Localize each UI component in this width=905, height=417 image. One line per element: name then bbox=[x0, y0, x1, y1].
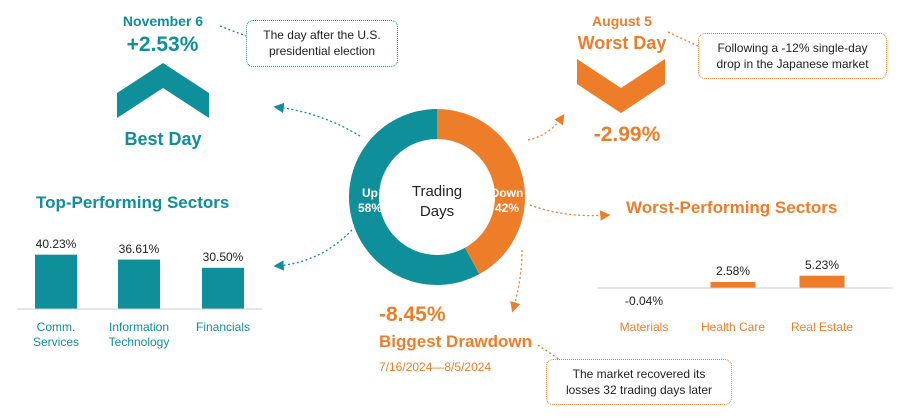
best-day-label: Best Day bbox=[124, 129, 202, 149]
drawdown-label: Biggest Drawdown bbox=[379, 332, 533, 351]
best-day-note-line1: The day after the U.S. bbox=[263, 28, 381, 42]
donut-center-label: Trading Days bbox=[392, 182, 482, 222]
bar-value-label: 2.58% bbox=[715, 263, 751, 278]
worst-sectors-title: Worst-Performing Sectors bbox=[626, 198, 838, 217]
worst-day-callout-pointer bbox=[667, 31, 699, 47]
donut-slice-down bbox=[437, 109, 526, 275]
bar-category-label: Health Care bbox=[700, 320, 766, 334]
best-day-date: November 6 bbox=[122, 13, 204, 29]
bar-value-label: 30.50% bbox=[202, 249, 244, 264]
bar-value-label: 36.61% bbox=[118, 241, 160, 256]
donut-down-label: Down 42% bbox=[484, 186, 530, 216]
drawdown-note-line2: losses 32 trading days later bbox=[565, 383, 713, 397]
bar-real-estate bbox=[799, 275, 845, 288]
worst-sectors-connector bbox=[529, 204, 611, 221]
worst-day-note-line1: Following a -12% single-day bbox=[717, 41, 868, 55]
bar-information-technology bbox=[118, 259, 160, 309]
worst-sectors-bars bbox=[710, 275, 845, 288]
worst-day-label: Worst Day bbox=[577, 33, 667, 53]
bar-value-label: 40.23% bbox=[35, 236, 77, 251]
bar-value-label: 5.23% bbox=[804, 257, 840, 272]
best-day-connector bbox=[273, 102, 361, 137]
bar-category-label: Real Estate bbox=[790, 320, 854, 334]
drawdown-dates: 7/16/2024—8/5/2024 bbox=[379, 360, 492, 374]
chevron-up-icon bbox=[117, 63, 209, 118]
drawdown-connector bbox=[510, 249, 523, 313]
donut-up-text: Up bbox=[362, 186, 378, 200]
worst-day-date: August 5 bbox=[592, 13, 652, 29]
bar-category-label: Information Technology bbox=[108, 320, 170, 349]
worst-day-value: -2.99% bbox=[593, 123, 661, 146]
best-day-callout-pointer bbox=[219, 25, 247, 37]
best-day-note-line2: presidential election bbox=[268, 44, 376, 58]
bar-financials bbox=[202, 267, 244, 309]
bar-comm-services bbox=[35, 254, 77, 309]
bar-value-label: -0.04% bbox=[624, 294, 664, 308]
donut-up-pct: 58% bbox=[357, 201, 383, 215]
donut-down-text: Down bbox=[490, 186, 524, 200]
donut-up-label: Up 58% bbox=[350, 186, 390, 216]
worst-day-connector bbox=[527, 113, 565, 141]
bar-category-label: Comm. Services bbox=[32, 320, 79, 349]
bar-health-care bbox=[710, 281, 756, 288]
trading-days-donut bbox=[349, 109, 526, 285]
donut-down-pct: 42% bbox=[494, 201, 520, 215]
drawdown-value: -8.45% bbox=[379, 303, 446, 326]
best-day-callout: The day after the U.S. presidential elec… bbox=[246, 20, 398, 67]
donut-center-line1: Trading bbox=[411, 183, 463, 200]
chevron-down-icon bbox=[577, 59, 665, 113]
worst-day-note-line2: drop in the Japanese market bbox=[716, 57, 869, 71]
donut-slice-up bbox=[349, 109, 480, 285]
top-sectors-title: Top-Performing Sectors bbox=[36, 193, 230, 212]
donut-center-line2: Days bbox=[419, 203, 455, 220]
top-sectors-connector bbox=[273, 229, 353, 271]
worst-day-callout: Following a -12% single-day drop in the … bbox=[698, 33, 887, 79]
best-day-value: +2.53% bbox=[126, 33, 199, 56]
drawdown-callout: The market recovered its losses 32 tradi… bbox=[546, 359, 732, 405]
drawdown-note-line1: The market recovered its bbox=[572, 367, 706, 381]
bar-category-label: Materials bbox=[619, 320, 669, 334]
top-sectors-bars bbox=[35, 254, 244, 309]
bar-category-label: Financials bbox=[195, 320, 251, 334]
